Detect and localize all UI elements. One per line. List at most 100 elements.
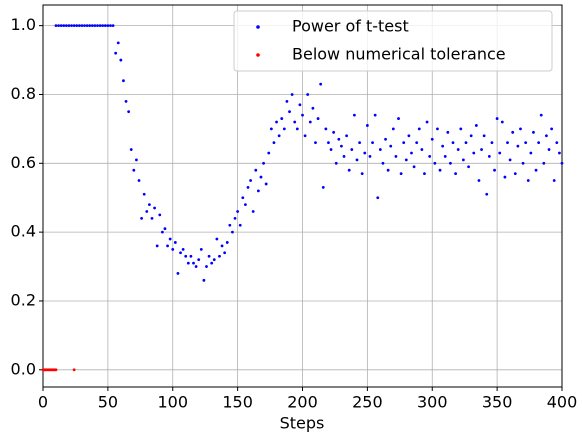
point: [85, 24, 89, 28]
point: [417, 127, 421, 131]
point: [189, 254, 193, 258]
point: [545, 134, 548, 138]
point: [54, 368, 58, 372]
point: [389, 144, 393, 148]
point: [147, 203, 151, 207]
point: [342, 155, 346, 158]
point: [122, 79, 125, 83]
point: [77, 24, 81, 28]
point: [127, 110, 131, 114]
point: [441, 144, 445, 148]
point: [500, 120, 504, 124]
point: [280, 117, 284, 120]
point: [490, 141, 494, 145]
point: [321, 185, 325, 189]
point: [423, 172, 426, 176]
point: [373, 113, 377, 117]
x-tick-label: 100: [157, 393, 188, 412]
point: [254, 168, 258, 172]
point: [184, 254, 188, 258]
point: [70, 24, 73, 28]
point: [306, 93, 310, 96]
point: [62, 24, 66, 28]
point: [513, 172, 517, 176]
point: [93, 24, 97, 28]
point: [438, 168, 442, 172]
point: [140, 216, 144, 220]
point: [508, 158, 512, 162]
point: [353, 113, 356, 117]
point: [493, 168, 496, 172]
point: [449, 161, 452, 165]
point: [480, 148, 483, 151]
point: [192, 261, 195, 265]
point: [477, 179, 481, 182]
point: [103, 24, 107, 28]
point: [153, 206, 156, 210]
point: [150, 216, 154, 220]
point: [272, 141, 276, 145]
point: [111, 24, 115, 28]
point: [72, 24, 76, 28]
point: [264, 182, 268, 186]
point: [262, 161, 265, 165]
x-axis-label: Steps: [280, 414, 325, 433]
point: [288, 110, 291, 114]
point: [526, 179, 530, 182]
point: [334, 161, 338, 165]
point: [345, 134, 349, 138]
point: [256, 189, 260, 193]
point: [215, 237, 219, 241]
point: [469, 134, 473, 138]
point: [80, 24, 84, 28]
point: [428, 155, 432, 158]
point: [519, 127, 522, 131]
point: [303, 134, 307, 138]
point: [238, 223, 242, 227]
point: [54, 24, 58, 28]
point: [228, 223, 232, 227]
y-tick-label: 0.4: [11, 222, 36, 241]
point: [158, 213, 162, 217]
point: [259, 175, 263, 179]
x-tick-label: 250: [352, 393, 383, 412]
point: [67, 24, 71, 28]
point: [464, 141, 468, 145]
point: [57, 24, 60, 28]
point: [558, 151, 561, 155]
point: [399, 172, 403, 176]
point: [241, 196, 245, 200]
point: [410, 151, 413, 155]
point: [384, 137, 387, 141]
x-tick-label: 350: [482, 393, 513, 412]
point: [155, 244, 159, 248]
point: [534, 168, 538, 172]
point: [244, 203, 247, 207]
point: [236, 210, 240, 213]
point: [114, 51, 118, 55]
point: [109, 24, 112, 28]
point: [290, 93, 294, 96]
point: [547, 148, 551, 151]
point: [552, 179, 556, 182]
point: [451, 141, 455, 145]
point: [347, 168, 351, 172]
point: [223, 251, 227, 255]
point: [308, 120, 312, 124]
point: [218, 254, 221, 258]
point: [269, 127, 273, 131]
point: [560, 161, 564, 165]
point: [90, 24, 94, 28]
point: [83, 24, 86, 28]
point: [225, 241, 229, 244]
point: [88, 24, 92, 28]
point: [282, 127, 286, 131]
point: [397, 117, 400, 120]
x-tick-label: 200: [287, 393, 318, 412]
point: [529, 151, 533, 155]
point: [329, 148, 333, 151]
point: [542, 161, 546, 165]
point: [301, 113, 304, 117]
point: [350, 148, 354, 151]
point: [176, 272, 180, 275]
